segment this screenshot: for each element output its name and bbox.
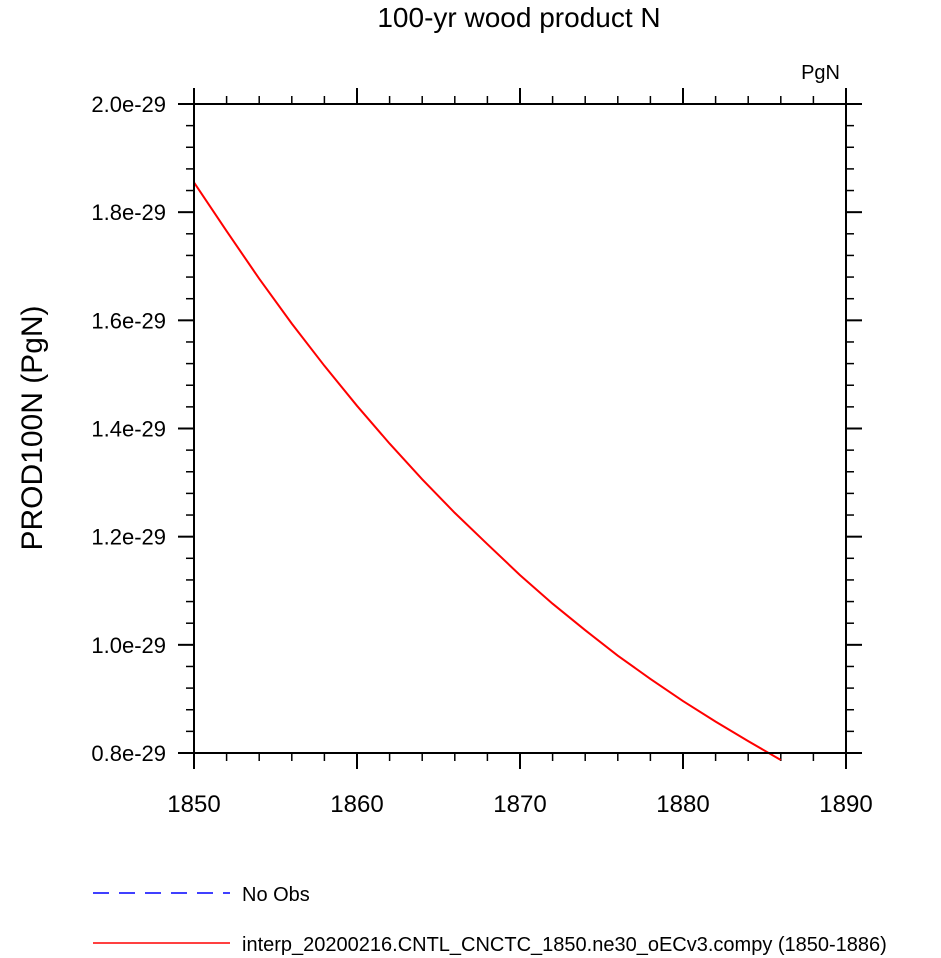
series-layer	[193, 181, 782, 761]
y-axis-label: PROD100N (PgN)	[16, 305, 49, 550]
units-label: PgN	[801, 62, 840, 84]
y-tick-label: 1.4e-29	[91, 417, 166, 442]
series-line	[193, 181, 782, 761]
axis-ticks	[178, 88, 862, 769]
y-tick-label: 1.2e-29	[91, 525, 166, 550]
y-tick-label: 0.8e-29	[91, 741, 166, 766]
plot-frame	[193, 103, 847, 754]
x-tick-label: 1880	[656, 791, 709, 818]
x-tick-labels: 1850 1860 1870 1880 1890	[167, 791, 872, 818]
legend: No Obs interp_20200216.CNTL_CNCTC_1850.ne…	[93, 884, 887, 956]
y-tick-label: 2.0e-29	[91, 92, 166, 117]
y-tick-label: 1.0e-29	[91, 633, 166, 658]
y-tick-labels: 0.8e-29 1.0e-29 1.2e-29 1.4e-29 1.6e-29 1.8e-…	[91, 92, 166, 766]
chart-title: 100-yr wood product N	[377, 2, 660, 33]
x-tick-label: 1850	[167, 791, 220, 818]
legend-label: No Obs	[242, 884, 310, 906]
legend-label: interp_20200216.CNTL_CNCTC_1850.ne30_oEC…	[242, 934, 887, 956]
x-tick-label: 1870	[493, 791, 546, 818]
y-tick-label: 1.6e-29	[91, 308, 166, 333]
x-tick-label: 1890	[819, 791, 872, 818]
y-tick-label: 1.8e-29	[91, 200, 166, 225]
x-tick-label: 1860	[330, 791, 383, 818]
